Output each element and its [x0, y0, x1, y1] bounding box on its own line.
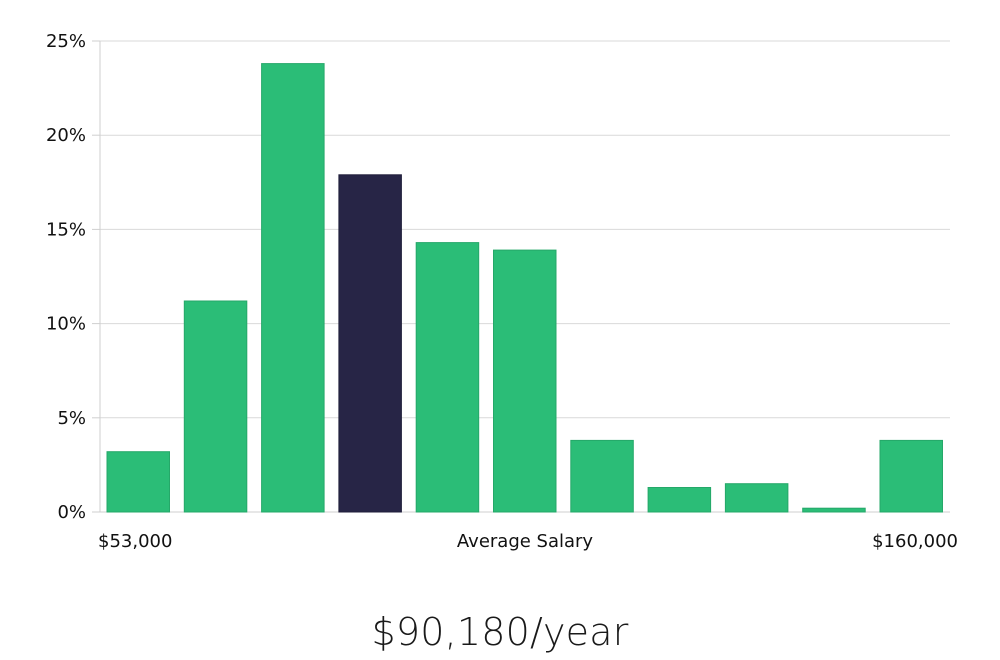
x-axis-title: Average Salary: [457, 531, 594, 552]
bar: [261, 63, 325, 513]
average-salary-value: $90,180/year: [371, 610, 629, 654]
y-tick-label: 15%: [46, 219, 86, 240]
y-tick-label: 0%: [57, 502, 86, 523]
bar-average-salary: [338, 174, 402, 513]
y-tick-label: 25%: [46, 31, 86, 52]
bar: [647, 487, 712, 513]
bar: [106, 451, 170, 513]
y-tick-label: 5%: [57, 408, 86, 429]
bars: [106, 63, 943, 513]
bar: [415, 242, 480, 513]
y-tick-label: 10%: [46, 314, 86, 335]
bar: [183, 300, 248, 513]
bar: [879, 439, 943, 513]
bar: [802, 507, 866, 513]
bar: [724, 483, 789, 513]
x-axis-max-label: $160,000: [872, 531, 958, 552]
bar: [493, 249, 557, 513]
x-axis-min-label: $53,000: [98, 531, 172, 552]
bar: [570, 439, 634, 513]
y-tick-labels: 0% 5% 10% 15% 20% 25%: [46, 31, 86, 523]
y-tick-label: 20%: [46, 125, 86, 146]
